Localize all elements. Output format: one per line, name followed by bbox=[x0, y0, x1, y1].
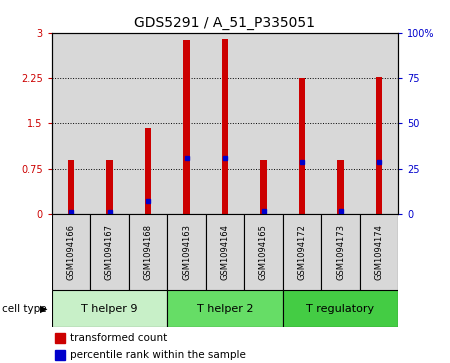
Bar bbox=[298, 78, 306, 214]
Bar bbox=[52, 290, 167, 327]
Bar bbox=[283, 33, 321, 214]
Bar bbox=[129, 33, 167, 214]
Bar bbox=[376, 77, 382, 214]
Bar bbox=[337, 160, 344, 214]
Bar bbox=[129, 214, 167, 290]
Text: GSM1094166: GSM1094166 bbox=[67, 224, 76, 280]
Text: ▶: ▶ bbox=[40, 303, 48, 314]
Bar bbox=[183, 40, 190, 214]
Text: GSM1094163: GSM1094163 bbox=[182, 224, 191, 280]
Bar bbox=[90, 33, 129, 214]
Bar bbox=[360, 214, 398, 290]
Bar bbox=[244, 214, 283, 290]
Bar bbox=[106, 160, 113, 214]
Bar bbox=[206, 33, 244, 214]
Bar bbox=[68, 160, 74, 214]
Bar bbox=[55, 333, 65, 343]
Bar bbox=[167, 290, 283, 327]
Text: GSM1094174: GSM1094174 bbox=[374, 224, 383, 280]
Bar bbox=[244, 33, 283, 214]
Text: transformed count: transformed count bbox=[70, 333, 167, 343]
Text: cell type: cell type bbox=[2, 303, 47, 314]
Text: GSM1094168: GSM1094168 bbox=[144, 224, 153, 280]
Bar bbox=[167, 33, 206, 214]
Text: GSM1094167: GSM1094167 bbox=[105, 224, 114, 280]
Bar bbox=[283, 214, 321, 290]
Text: GSM1094172: GSM1094172 bbox=[297, 224, 306, 280]
Bar bbox=[221, 39, 229, 214]
Bar bbox=[90, 214, 129, 290]
Bar bbox=[52, 33, 90, 214]
Bar bbox=[321, 33, 360, 214]
Bar bbox=[206, 214, 244, 290]
Text: percentile rank within the sample: percentile rank within the sample bbox=[70, 350, 246, 360]
Bar bbox=[167, 214, 206, 290]
Bar bbox=[360, 33, 398, 214]
Text: GDS5291 / A_51_P335051: GDS5291 / A_51_P335051 bbox=[135, 16, 315, 30]
Bar bbox=[144, 128, 152, 214]
Bar bbox=[55, 350, 65, 359]
Text: GSM1094165: GSM1094165 bbox=[259, 224, 268, 280]
Bar bbox=[321, 214, 360, 290]
Bar bbox=[283, 290, 398, 327]
Text: T helper 2: T helper 2 bbox=[197, 303, 253, 314]
Bar bbox=[260, 160, 267, 214]
Text: T regulatory: T regulatory bbox=[306, 303, 374, 314]
Text: GSM1094164: GSM1094164 bbox=[220, 224, 230, 280]
Text: GSM1094173: GSM1094173 bbox=[336, 224, 345, 280]
Bar bbox=[52, 214, 90, 290]
Text: T helper 9: T helper 9 bbox=[81, 303, 138, 314]
